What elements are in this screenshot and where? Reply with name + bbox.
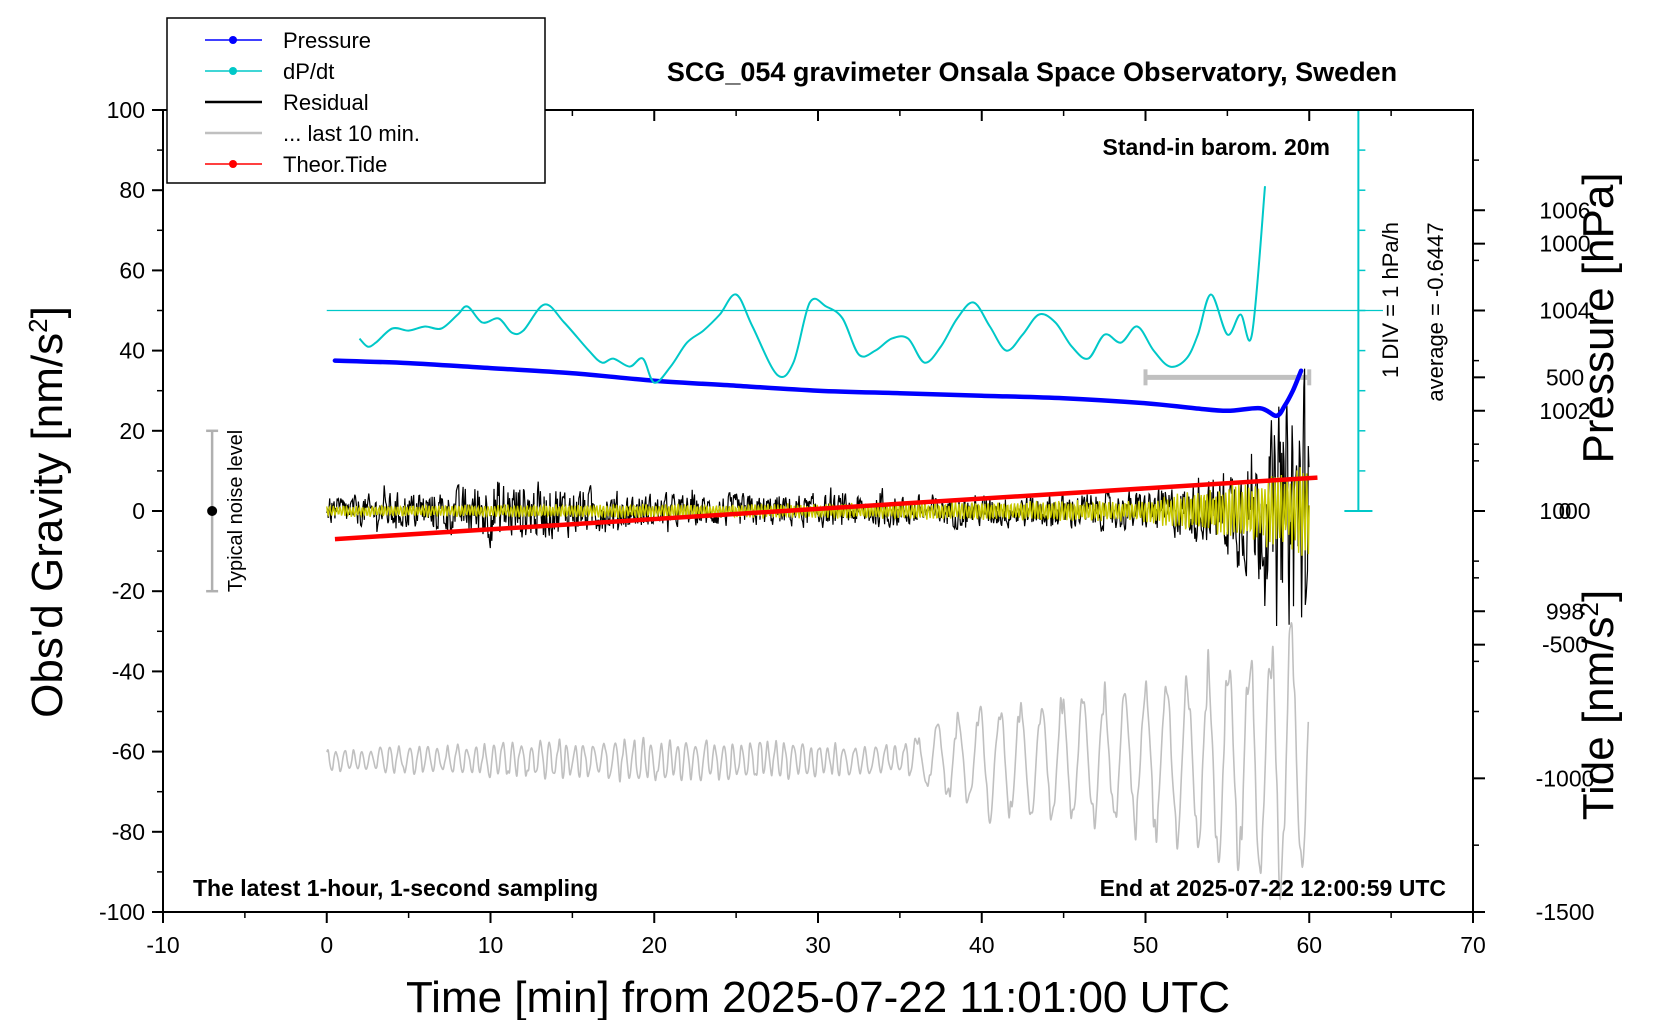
noise-label: Typical noise level — [225, 430, 247, 592]
y-tick-label: 100 — [107, 97, 145, 123]
pressure-tick-label: 1004 — [1539, 298, 1590, 324]
y-axis-title: Obs'd Gravity [nm/s2] — [23, 306, 72, 718]
legend-marker — [229, 160, 237, 168]
chart-title: SCG_054 gravimeter Onsala Space Observat… — [667, 57, 1397, 87]
y-tick-label: -100 — [99, 899, 145, 925]
x-tick-label: -10 — [146, 932, 179, 958]
residual-filtered-line — [326, 467, 1310, 556]
y-tick-label: 20 — [119, 418, 145, 444]
dpdt-line — [358, 186, 1266, 384]
tide-tick-label: 500 — [1546, 364, 1584, 390]
tide-axis-title: Tide [nm/s2] — [1574, 590, 1623, 820]
y-tick-label: 0 — [132, 498, 145, 524]
x-tick-label: 50 — [1133, 932, 1159, 958]
y-tick-label: -20 — [112, 578, 145, 604]
y-tick-label: -80 — [112, 819, 145, 845]
legend-label: Theor.Tide — [283, 152, 387, 177]
x-tick-label: 0 — [320, 932, 333, 958]
y-axis-title-close: ] — [23, 306, 72, 318]
pressure-tick-label: 1002 — [1539, 398, 1590, 424]
legend-box — [166, 17, 546, 184]
noise-marker: Typical noise level — [206, 429, 247, 593]
legend-label: ... last 10 min. — [283, 121, 420, 146]
legend-marker — [229, 67, 237, 75]
y-tick-label: 40 — [119, 338, 145, 364]
bottom-left-note: The latest 1-hour, 1-second sampling — [193, 875, 598, 901]
noise-dot — [207, 506, 218, 516]
tide-line — [334, 475, 1318, 542]
x-tick-label: 20 — [641, 932, 667, 958]
x-tick-label: 70 — [1460, 932, 1486, 958]
x-tick-label: 10 — [478, 932, 504, 958]
tide-tick-label: -1500 — [1536, 899, 1595, 925]
pressure-tick-label: 1000 — [1539, 498, 1590, 524]
tide-tick-label: 0 — [1559, 498, 1572, 524]
y-tick-label: -40 — [112, 658, 145, 684]
tide-tick-label: -500 — [1542, 632, 1588, 658]
tide-axis-title-sup: 2 — [1574, 602, 1604, 616]
legend-label: Pressure — [283, 28, 371, 53]
tide-tick-label: -1000 — [1536, 765, 1595, 791]
average-note: average = -0.6447 — [1423, 222, 1448, 401]
tide-axis-title-text: Tide [nm/s — [1574, 616, 1623, 820]
y-tick-label: 60 — [119, 257, 145, 283]
series-layer — [326, 109, 1383, 901]
legend-label: dP/dt — [283, 59, 334, 84]
bottom-right-note: End at 2025-07-22 12:00:59 UTC — [1100, 875, 1446, 901]
pressure-tick-label: 998 — [1546, 598, 1584, 624]
tide-axis-title-close: ] — [1574, 590, 1623, 602]
x-tick-label: 30 — [805, 932, 831, 958]
x-tick-label: 40 — [969, 932, 995, 958]
legend-label: Residual — [283, 90, 369, 115]
pressure-axis-title: Pressure [hPa] — [1574, 172, 1623, 463]
y-axis-title-text: Obs'd Gravity [nm/s — [23, 333, 72, 718]
pressure-tick-label: 1006 — [1539, 197, 1590, 223]
legend: Pressure dP/dt Residual ... last 10 min. The… — [166, 17, 546, 184]
div-note: 1 DIV = 1 hPa/h — [1378, 222, 1403, 378]
barometer-note: Stand-in barom. 20m — [1103, 134, 1330, 160]
legend-marker — [229, 36, 237, 44]
x-axis-title: Time [min] from 2025-07-22 11:01:00 UTC — [406, 973, 1230, 1020]
tide-tick-label: 1000 — [1539, 231, 1590, 257]
tick-layer: -10 0 10 20 30 40 50 60 70100806040200-20-40-60-… — [99, 97, 1594, 958]
y-tick-label: 80 — [119, 177, 145, 203]
x-tick-label: 60 — [1296, 932, 1322, 958]
last-10-min-line — [326, 622, 1310, 901]
y-axis-title-sup: 2 — [23, 318, 53, 332]
pressure-line — [332, 358, 1304, 419]
legend-items: Pressure dP/dt Residual ... last 10 min. The… — [205, 28, 420, 177]
y-tick-label: -60 — [112, 739, 145, 765]
